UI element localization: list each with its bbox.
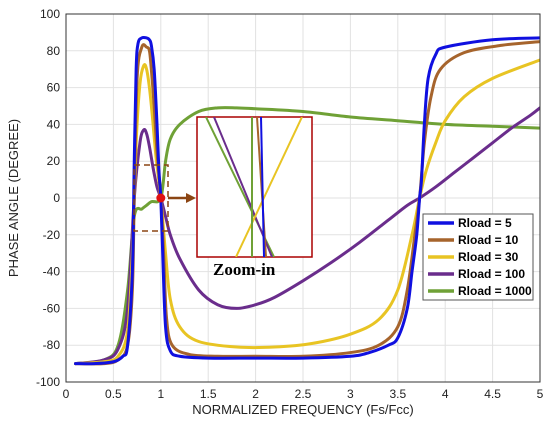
y-tick-label: -80 xyxy=(43,338,61,352)
legend-label: Rload = 100 xyxy=(458,267,525,281)
y-tick-label: 100 xyxy=(40,7,60,21)
x-tick-label: 1 xyxy=(157,387,164,401)
legend-label: Rload = 10 xyxy=(458,233,519,247)
x-tick-label: 5 xyxy=(537,387,544,401)
x-tick-label: 0 xyxy=(63,387,70,401)
zoom-inset xyxy=(196,116,313,258)
zoom-inset-lines xyxy=(205,117,303,257)
zoom-inset-line xyxy=(260,117,265,257)
x-tick-labels: 0 0.5 1 1.5 2 2.5 3 3.5 4 4.5 5 xyxy=(63,387,544,401)
series-line-4 xyxy=(73,106,540,366)
y-tick-label: -20 xyxy=(43,228,61,242)
plot-border xyxy=(65,13,541,383)
zoom-inset-line xyxy=(213,117,273,257)
operating-point-marker xyxy=(156,193,166,203)
y-axis-label: PHASE ANGLE (DEGREE) xyxy=(6,119,21,277)
y-tick-label: 0 xyxy=(53,191,60,205)
x-tick-label: 4.5 xyxy=(484,387,501,401)
zoom-in-label: Zoom-in xyxy=(213,260,276,279)
zoom-arrow-head xyxy=(186,193,196,203)
legend-label: Rload = 30 xyxy=(458,250,519,264)
series-layer xyxy=(73,35,540,366)
legend-label: Rload = 1000 xyxy=(458,284,532,298)
x-tick-label: 3 xyxy=(347,387,354,401)
y-tick-label: 20 xyxy=(47,154,61,168)
legend-label: Rload = 5 xyxy=(458,216,512,230)
y-tick-label: 40 xyxy=(47,117,61,131)
y-tick-label: 80 xyxy=(47,44,61,58)
y-tick-label: -40 xyxy=(43,265,61,279)
legend: Rload = 5 Rload = 10 Rload = 30 Rload = 100… xyxy=(428,216,532,298)
x-tick-label: 2 xyxy=(252,387,259,401)
x-tick-label: 0.5 xyxy=(105,387,122,401)
y-tick-label: -100 xyxy=(36,375,60,389)
x-tick-label: 1.5 xyxy=(200,387,217,401)
y-tick-label: -60 xyxy=(43,301,61,315)
y-tick-labels: -100 -80 -60 -40 -20 0 20 40 60 80 100 xyxy=(36,7,60,389)
y-tick-label: 60 xyxy=(47,81,61,95)
series-line-1 xyxy=(73,35,540,366)
x-axis-label: NORMALIZED FREQUENCY (Fs/Fcc) xyxy=(192,402,414,417)
x-tick-label: 4 xyxy=(442,387,449,401)
x-tick-label: 3.5 xyxy=(389,387,406,401)
zoom-inset-line xyxy=(235,117,303,257)
x-tick-label: 2.5 xyxy=(295,387,312,401)
